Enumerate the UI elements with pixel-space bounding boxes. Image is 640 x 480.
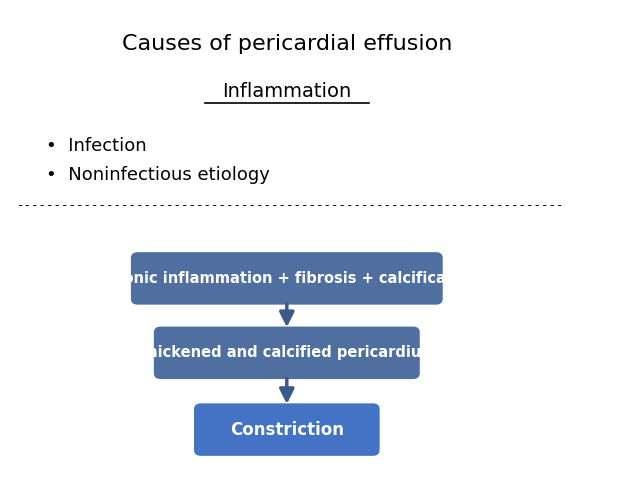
Text: -------------------------------------------------------------------------: ----------------------------------------… bbox=[17, 199, 564, 212]
FancyBboxPatch shape bbox=[195, 404, 379, 455]
FancyBboxPatch shape bbox=[155, 327, 419, 378]
Text: •  Infection: • Infection bbox=[46, 137, 147, 155]
Text: •  Noninfectious etiology: • Noninfectious etiology bbox=[46, 166, 270, 183]
Text: Inflammation: Inflammation bbox=[222, 82, 351, 101]
Text: Thickened and calcified pericardium: Thickened and calcified pericardium bbox=[137, 345, 436, 360]
Text: Chronic inflammation + fibrosis + calcification: Chronic inflammation + fibrosis + calcif… bbox=[95, 271, 479, 286]
Text: Causes of pericardial effusion: Causes of pericardial effusion bbox=[122, 34, 452, 54]
Text: Constriction: Constriction bbox=[230, 420, 344, 439]
FancyBboxPatch shape bbox=[132, 253, 442, 304]
